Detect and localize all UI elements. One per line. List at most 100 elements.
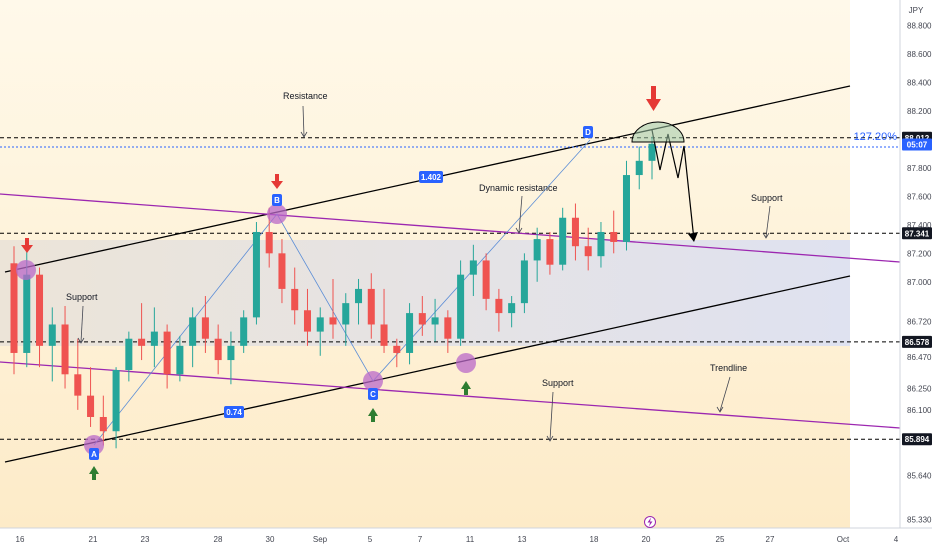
time-tick-label: 28	[214, 535, 223, 544]
time-tick-label: Oct	[837, 535, 850, 544]
price-tick-label: 86.720	[907, 318, 932, 327]
candle-body	[418, 313, 426, 325]
candle-body	[112, 370, 120, 432]
price-level-tag-label: 87.341	[905, 229, 930, 238]
candle-body	[329, 317, 337, 325]
candle-body	[342, 303, 350, 325]
candle-body	[495, 298, 503, 314]
time-tick-label: 30	[266, 535, 275, 544]
price-level-tag-label: 05:07	[907, 140, 928, 149]
projection-arrowhead	[688, 232, 698, 242]
price-level-tag	[902, 335, 932, 348]
price-tick-label: 87.200	[907, 249, 932, 258]
point-d-tag	[583, 126, 593, 138]
trendline-lower	[0, 361, 901, 429]
candle-body	[227, 345, 235, 361]
time-tick-label: 16	[16, 535, 25, 544]
price-tick-label: 88.600	[907, 50, 932, 59]
time-tick-label: 5	[368, 535, 373, 544]
leg-bd-value: 1.402	[421, 173, 442, 182]
dynamic-resistance-label: Dynamic resistance	[479, 183, 558, 193]
callout-arrow	[77, 305, 85, 344]
candle-body	[138, 338, 146, 346]
point-b-tag	[272, 194, 282, 206]
point-c-label: C	[370, 390, 376, 399]
candle-body	[48, 324, 56, 346]
candle-body	[393, 345, 401, 353]
candle-body	[406, 313, 414, 353]
leg-bd-tag	[419, 171, 443, 183]
candle-body	[291, 288, 299, 311]
pivot-circle-c	[363, 371, 383, 391]
candles	[10, 136, 656, 449]
candle-body	[546, 239, 554, 265]
candle-body	[278, 253, 286, 289]
candle-body	[150, 331, 158, 346]
arrow-down-icon	[646, 86, 661, 111]
time-tick-label: 18	[590, 535, 599, 544]
time-tick-label: 25	[716, 535, 725, 544]
candle-body	[189, 317, 197, 346]
candle-body	[99, 416, 107, 432]
price-tick-label: 86.100	[907, 406, 932, 415]
time-tick-label: 13	[518, 535, 527, 544]
price-level-tag	[902, 138, 932, 151]
candle-body	[74, 374, 82, 396]
candle-body	[10, 263, 18, 353]
price-tick-label: 88.800	[907, 22, 932, 31]
candle-body	[431, 317, 439, 325]
candle-body	[87, 395, 95, 417]
leg-ab-tag	[224, 406, 244, 418]
candle-body	[610, 231, 618, 242]
callout-arrow	[300, 105, 308, 138]
price-tick-label: 86.470	[907, 353, 932, 362]
right-padding-zone	[850, 0, 900, 528]
candle-body	[597, 231, 605, 257]
abcd-pattern-line	[93, 139, 591, 446]
candle-body	[176, 345, 184, 375]
time-axis: 16 21 23 28 30 Sep 5 7 11 13 18 20 25 27 Oct 4	[16, 535, 899, 544]
point-c-tag	[368, 388, 378, 400]
channel-lower-line	[4, 275, 851, 463]
candle-body	[201, 317, 209, 339]
candle-body	[163, 331, 171, 375]
trendline-label: Trendline	[710, 363, 747, 373]
candle-body	[520, 260, 528, 304]
fib-extension-label: 127.20%	[854, 131, 898, 143]
resistance-label: Resistance	[283, 91, 328, 101]
time-tick-label: Sep	[313, 535, 328, 544]
price-axis: 85.33085.64085.88086.10086.25086.47086.7…	[907, 22, 932, 525]
time-tick-label: 21	[89, 535, 98, 544]
price-level-tag-label: 88.012	[905, 134, 930, 143]
time-tick-label: 4	[894, 535, 899, 544]
price-tick-label: 87.400	[907, 221, 932, 230]
candle-body	[355, 288, 363, 304]
top-half-circle	[631, 121, 685, 143]
price-level-tag-label: 85.894	[905, 435, 930, 444]
candle-body	[508, 303, 516, 314]
candle-body	[61, 324, 69, 375]
candle-body	[469, 260, 477, 275]
candle-body	[635, 160, 643, 176]
support-right-label: Support	[751, 193, 783, 203]
lightning-icon[interactable]	[644, 516, 656, 528]
consolidation-box	[0, 240, 850, 346]
point-b-label: B	[274, 196, 280, 205]
price-tick-label: 87.000	[907, 278, 932, 287]
time-tick-label: 11	[466, 535, 475, 544]
price-tick-label: 87.800	[907, 164, 932, 173]
candle-body	[303, 310, 311, 332]
candle-body	[214, 338, 222, 361]
candle-body	[125, 338, 133, 371]
candle-body	[444, 317, 452, 339]
callout-arrow	[515, 195, 523, 234]
projection-path	[651, 129, 695, 241]
pivot-circle-b	[267, 204, 287, 224]
candle-body	[367, 288, 375, 325]
callout-arrow	[716, 376, 731, 413]
price-tick-label: 88.400	[907, 79, 932, 88]
callout-arrow	[762, 205, 771, 239]
